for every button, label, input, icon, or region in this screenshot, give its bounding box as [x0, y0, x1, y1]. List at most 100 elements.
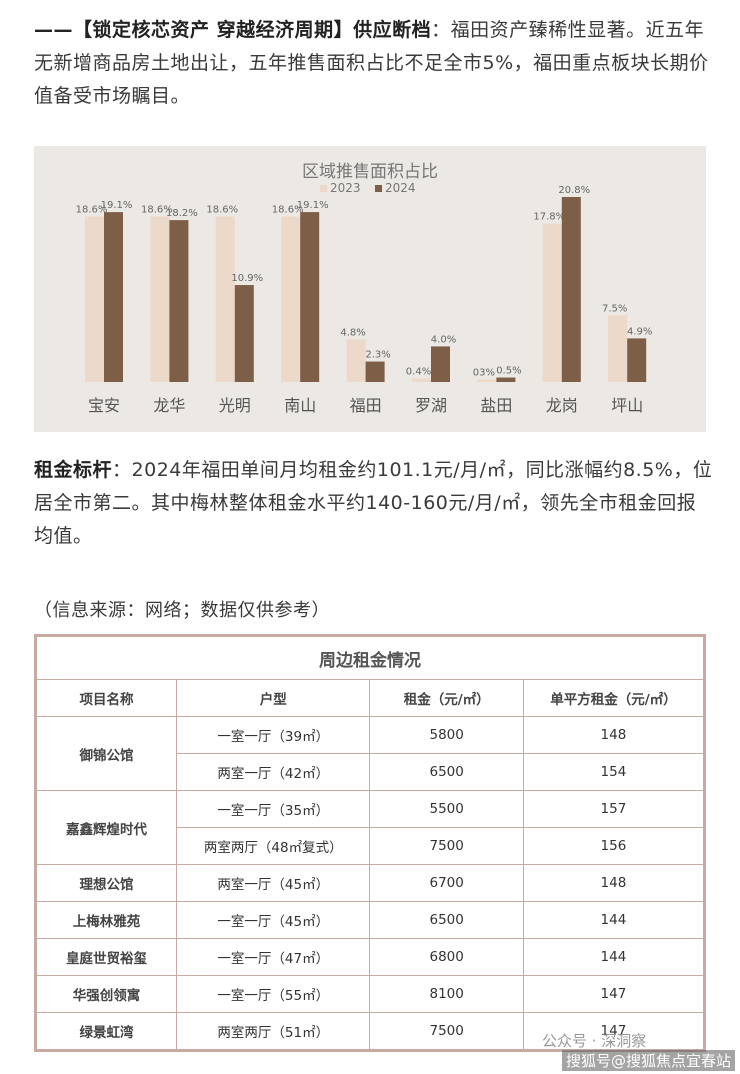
bar-南山-2024	[300, 212, 320, 382]
table-row: 华强创领寓 一室一厅（55㎡） 8100 147	[35, 975, 705, 1013]
rent-cell: 6700	[369, 864, 524, 902]
bar-光明-2024	[234, 285, 254, 382]
intro-body: ：福田资产臻稀性显著。近五年无新增商品房土地出让，五年推售面积占比不足全市5%，…	[34, 19, 709, 107]
rent-body: ：2024年福田单间月均租金约101.1元/月/㎡，同比涨幅约8.5%，位居全市…	[34, 459, 713, 547]
legend-label-2024: 2024	[385, 181, 416, 195]
unit-rent-cell: 148	[522, 716, 705, 754]
project-name-cell: 御锦公馆	[35, 716, 178, 791]
bar-盐田-2023	[477, 379, 497, 382]
bar-label-龙华-2023: 18.6%	[141, 205, 173, 216]
watermark-sohu: 搜狐号@搜狐焦点宜春站	[562, 1050, 736, 1071]
bar-label-光明-2023: 18.6%	[206, 205, 238, 216]
bar-label-南山-2024: 19.1%	[297, 200, 329, 211]
rent-table: 周边租金情况 项目名称 户型 租金（元/㎡） 单平方租金（元/㎡） 御锦公馆 一室一厅（…	[35, 636, 705, 1050]
bar-福田-2023	[346, 339, 366, 382]
unit-type-cell: 一室一厅（47㎡）	[176, 938, 371, 976]
table-row: 两室两厅（48㎡复式） 7500 156	[37, 827, 705, 865]
bar-label-南山-2023: 18.6%	[272, 205, 304, 216]
unit-type-cell: 两室一厅（45㎡）	[176, 864, 371, 902]
bar-label-宝安-2024: 19.1%	[101, 200, 133, 211]
unit-rent-cell: 147	[522, 1012, 705, 1050]
table-row: 嘉鑫辉煌时代 一室一厅（35㎡） 5500 157	[35, 790, 705, 865]
unit-type-cell: 一室一厅（55㎡）	[176, 975, 371, 1013]
watermark-wechat: 公众号 · 深洞察	[542, 1032, 647, 1050]
unit-type-cell: 一室一厅（35㎡）	[176, 790, 371, 828]
table-row: 绿景虹湾 两室两厅（51㎡） 7500 147	[35, 1012, 705, 1050]
bar-label-光明-2024: 10.9%	[231, 273, 263, 284]
unit-rent-cell: 144	[522, 901, 705, 939]
unit-rent-cell: 148	[522, 864, 705, 902]
bar-label-坪山-2024: 4.9%	[627, 326, 652, 337]
unit-type-cell: 两室两厅（48㎡复式）	[176, 827, 371, 865]
bar-label-罗湖-2024: 4.0%	[431, 334, 456, 345]
table-header-cell: 租金（元/㎡）	[369, 679, 524, 717]
area-supply-chart: 区域推售面积占比 2023 2024 18.6% 19.1% 宝安 18.6% 18.2% 龙华…	[34, 146, 706, 432]
bar-宝安-2024	[104, 212, 123, 382]
rent-cell: 5800	[369, 716, 524, 754]
bar-盐田-2024	[496, 377, 516, 382]
bar-坪山-2024	[627, 338, 647, 382]
unit-rent-cell: 157	[522, 790, 705, 828]
project-name-cell: 华强创领寓	[35, 975, 178, 1013]
legend-label-2023: 2023	[330, 181, 361, 195]
bar-label-宝安-2023: 18.6%	[76, 205, 108, 216]
rent-cell: 6500	[369, 753, 524, 791]
category-label-罗湖: 罗湖	[415, 396, 447, 415]
intro-heading: ——【锁定核芯资产 穿越经济周期】供应断档	[34, 19, 432, 41]
project-name-cell: 绿景虹湾	[35, 1012, 178, 1050]
table-row: 御锦公馆 一室一厅（39㎡） 5800 148	[35, 716, 705, 791]
bar-宝安-2023	[85, 216, 104, 382]
table-title: 周边租金情况	[36, 636, 704, 680]
bar-label-龙华-2024: 18.2%	[166, 208, 198, 219]
unit-rent-cell: 144	[522, 938, 705, 976]
bar-龙华-2024	[169, 220, 189, 382]
category-label-盐田: 盐田	[480, 396, 512, 415]
project-name-cell: 上梅林雅苑	[35, 901, 178, 939]
chart-title: 区域推售面积占比	[302, 162, 438, 182]
category-label-龙岗: 龙岗	[546, 396, 578, 415]
legend-swatch-2023	[320, 185, 327, 192]
rent-cell: 7500	[369, 1012, 524, 1050]
unit-type-cell: 一室一厅（45㎡）	[176, 901, 371, 939]
category-label-南山: 南山	[284, 396, 316, 415]
rent-cell: 6500	[369, 901, 524, 939]
bar-label-罗湖-2023: 0.4%	[406, 366, 431, 377]
legend-swatch-2024	[375, 185, 382, 192]
table-header-cell: 户型	[176, 679, 371, 717]
unit-type-cell: 两室一厅（42㎡）	[176, 753, 371, 791]
bar-label-龙岗-2024: 20.8%	[558, 185, 590, 196]
bar-南山-2023	[281, 216, 301, 382]
category-label-光明: 光明	[219, 396, 251, 415]
unit-rent-cell: 154	[522, 753, 705, 791]
category-label-龙华: 龙华	[153, 396, 185, 415]
unit-type-cell: 一室一厅（39㎡）	[176, 716, 371, 754]
table-row: 两室一厅（42㎡） 6500 154	[37, 753, 705, 791]
rent-cell: 8100	[369, 975, 524, 1013]
rent-paragraph: 租金标杆：2024年福田单间月均租金约101.1元/月/㎡，同比涨幅约8.5%，…	[34, 454, 714, 553]
project-name-cell: 嘉鑫辉煌时代	[35, 790, 178, 865]
table-header-cell: 单平方租金（元/㎡）	[522, 679, 705, 717]
bar-龙岗-2023	[542, 223, 562, 382]
bar-label-龙岗-2023: 17.8%	[533, 212, 565, 223]
bar-罗湖-2023	[412, 378, 431, 382]
intro-paragraph: ——【锁定核芯资产 穿越经济周期】供应断档：福田资产臻稀性显著。近五年无新增商品…	[34, 14, 714, 113]
bar-label-盐田-2024: 0.5%	[496, 366, 521, 377]
bar-龙华-2023	[150, 216, 170, 382]
bar-label-福田-2023: 4.8%	[340, 327, 365, 338]
category-label-宝安: 宝安	[88, 396, 120, 415]
category-label-坪山: 坪山	[611, 396, 643, 415]
rent-heading: 租金标杆	[34, 459, 113, 481]
table-header-row: 项目名称 户型 租金（元/㎡） 单平方租金（元/㎡）	[35, 679, 705, 717]
bar-罗湖-2024	[431, 346, 450, 382]
category-label-福田: 福田	[350, 396, 382, 415]
table-header-cell: 项目名称	[35, 679, 178, 717]
unit-rent-cell: 147	[522, 975, 705, 1013]
bar-label-坪山-2023: 7.5%	[602, 303, 627, 314]
rent-cell: 6800	[369, 938, 524, 976]
unit-rent-cell: 156	[522, 827, 705, 865]
unit-type-cell: 两室两厅（51㎡）	[176, 1012, 371, 1050]
project-name-cell: 理想公馆	[35, 864, 178, 902]
table-row: 皇庭世贸裕玺 一室一厅（47㎡） 6800 144	[35, 938, 705, 976]
bar-龙岗-2024	[561, 197, 581, 382]
